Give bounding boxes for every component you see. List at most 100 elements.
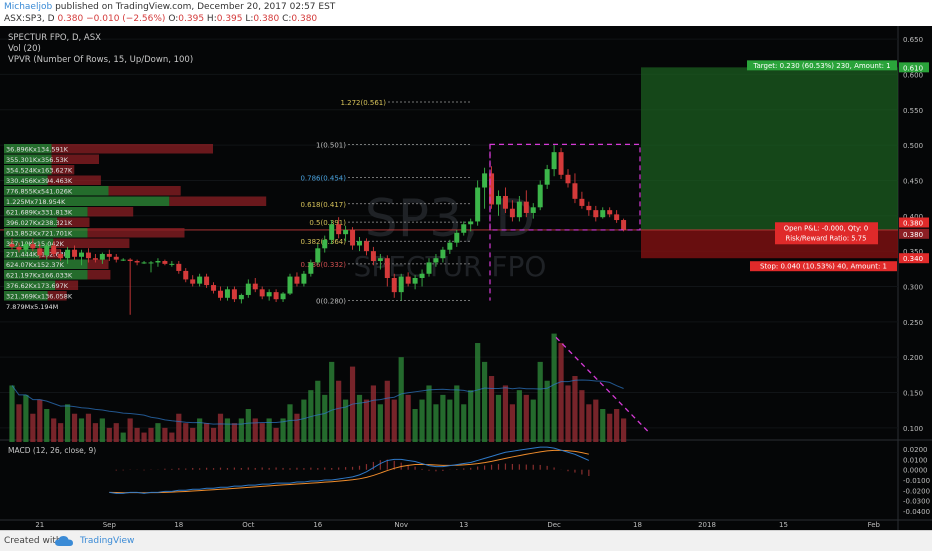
vpvr-down-bar <box>51 154 99 164</box>
publication-line: Michaeljob published on TradingView.com,… <box>4 2 335 12</box>
candle-body <box>204 276 210 286</box>
candle-body <box>600 210 606 218</box>
candle-body <box>30 244 36 249</box>
volume-bar <box>92 423 98 442</box>
volume-bar <box>579 390 585 442</box>
volume-bar <box>44 409 50 442</box>
vpvr-down-bar <box>87 228 185 238</box>
price-change: −0.010 (−2.56%) <box>86 14 166 24</box>
volume-bar <box>495 394 502 442</box>
vpvr-down-bar <box>57 217 90 227</box>
vpvr-down-bar <box>55 280 79 290</box>
candle-body <box>537 184 543 208</box>
candle-body <box>51 245 57 254</box>
entry-price-tag: 0.380 <box>903 220 923 228</box>
volume-bar <box>113 423 119 442</box>
candle-body <box>9 244 15 247</box>
candle-body <box>176 263 182 271</box>
macd-signal-line <box>109 449 589 494</box>
candle-body <box>322 239 328 249</box>
candle-body <box>593 210 599 218</box>
candle-body <box>65 249 71 259</box>
volume-bar <box>176 413 182 442</box>
price-tick-label: 0.150 <box>903 390 923 398</box>
watermark-name: SPECTUR FPO <box>354 250 547 283</box>
price-chart[interactable]: SP3, D SPECTUR FPO 36.896Kx134.591K355.3… <box>0 26 932 530</box>
volume-bar <box>391 399 397 442</box>
last-price-tag-bg <box>899 228 929 239</box>
volume-bar <box>252 418 258 442</box>
volume-trend-line[interactable] <box>555 336 649 432</box>
volume-bar <box>322 394 328 442</box>
volume-bar <box>523 394 529 442</box>
price-tick-label: 0.500 <box>903 142 923 150</box>
candle-body <box>614 214 620 221</box>
candle-body <box>405 276 411 284</box>
vpvr-down-bar <box>47 291 67 301</box>
volume-bar <box>558 343 564 442</box>
date-tick-label: Sep <box>103 521 117 529</box>
volume-bar <box>565 385 571 442</box>
candle-body <box>224 289 230 298</box>
legend-vpvr: VPVR (Number Of Rows, 15, Up/Down, 100) <box>8 55 193 65</box>
vpvr-label: 330.456Kx394.463K <box>6 177 73 185</box>
candle-body <box>23 244 29 250</box>
volume-bar <box>162 427 168 442</box>
fib-level-label: 1.272(0.561) <box>340 99 386 107</box>
candle-body <box>412 278 418 284</box>
candle-body <box>259 289 265 297</box>
candle-body <box>586 205 592 211</box>
candle-body <box>294 276 300 284</box>
volume-bar <box>488 376 495 442</box>
target-price-tag-bg <box>899 62 929 73</box>
volume-bar <box>280 418 286 442</box>
vpvr-label: 396.027Kx238.321K <box>6 219 73 227</box>
volume-bar <box>204 423 210 442</box>
fib-level-label: 0.236(0.332) <box>300 261 346 269</box>
candle-body <box>370 251 376 262</box>
volume-bar <box>148 427 154 442</box>
volume-bar <box>238 418 244 442</box>
vpvr-up-bar <box>4 175 48 185</box>
vpvr-down-bar <box>87 259 109 269</box>
volume-bar <box>315 380 321 442</box>
macd-legend: MACD (12, 26, close, 9) <box>8 446 96 455</box>
candle-body <box>148 262 154 264</box>
volume-bar <box>502 385 509 442</box>
vpvr-down-bar <box>53 238 130 248</box>
volume-bar <box>259 423 265 442</box>
candle-body <box>475 187 481 222</box>
candle-body <box>72 249 78 257</box>
fib-level-label: 0.786(0.454) <box>300 175 346 183</box>
author-link[interactable]: Michaeljob <box>4 2 53 12</box>
volume-bar <box>99 418 105 442</box>
range-box[interactable] <box>489 143 641 231</box>
volume-bar <box>294 413 300 442</box>
candle-body <box>155 261 161 263</box>
candle-body <box>496 196 501 205</box>
candle-body <box>461 224 467 233</box>
vpvr-label: 321.369Kx136.058K <box>6 293 73 301</box>
tradingview-link[interactable]: TradingView <box>80 536 135 546</box>
tradingview-cloud-icon <box>54 534 76 551</box>
quote-line: ASX:SP3, D 0.380 −0.010 (−2.56%) O:0.395… <box>4 14 318 24</box>
volume-bar <box>273 427 279 442</box>
volume-bar <box>475 343 481 442</box>
volume-bar <box>183 423 189 442</box>
low-value: 0.380 <box>253 14 280 24</box>
fib-level-label: 0.5(0.391) <box>309 219 346 227</box>
target-zone[interactable] <box>641 67 898 230</box>
price-tick-label: 0.650 <box>903 36 923 44</box>
candle-body <box>169 263 175 265</box>
volume-bar <box>155 423 161 442</box>
candle-body <box>238 294 244 300</box>
candle-body <box>183 270 189 280</box>
candle-body <box>363 241 369 252</box>
vpvr-label: 367.19Kx15.042K <box>6 240 65 248</box>
volume-bar <box>210 427 217 442</box>
chart-area[interactable]: SP3, D SPECTUR FPO 36.896Kx134.591K 355.3… <box>0 26 932 530</box>
macd-tick-label: -0.0300 <box>903 498 930 506</box>
volume-bar <box>51 418 57 442</box>
volume-bar <box>621 418 627 442</box>
candle-body <box>245 283 251 295</box>
